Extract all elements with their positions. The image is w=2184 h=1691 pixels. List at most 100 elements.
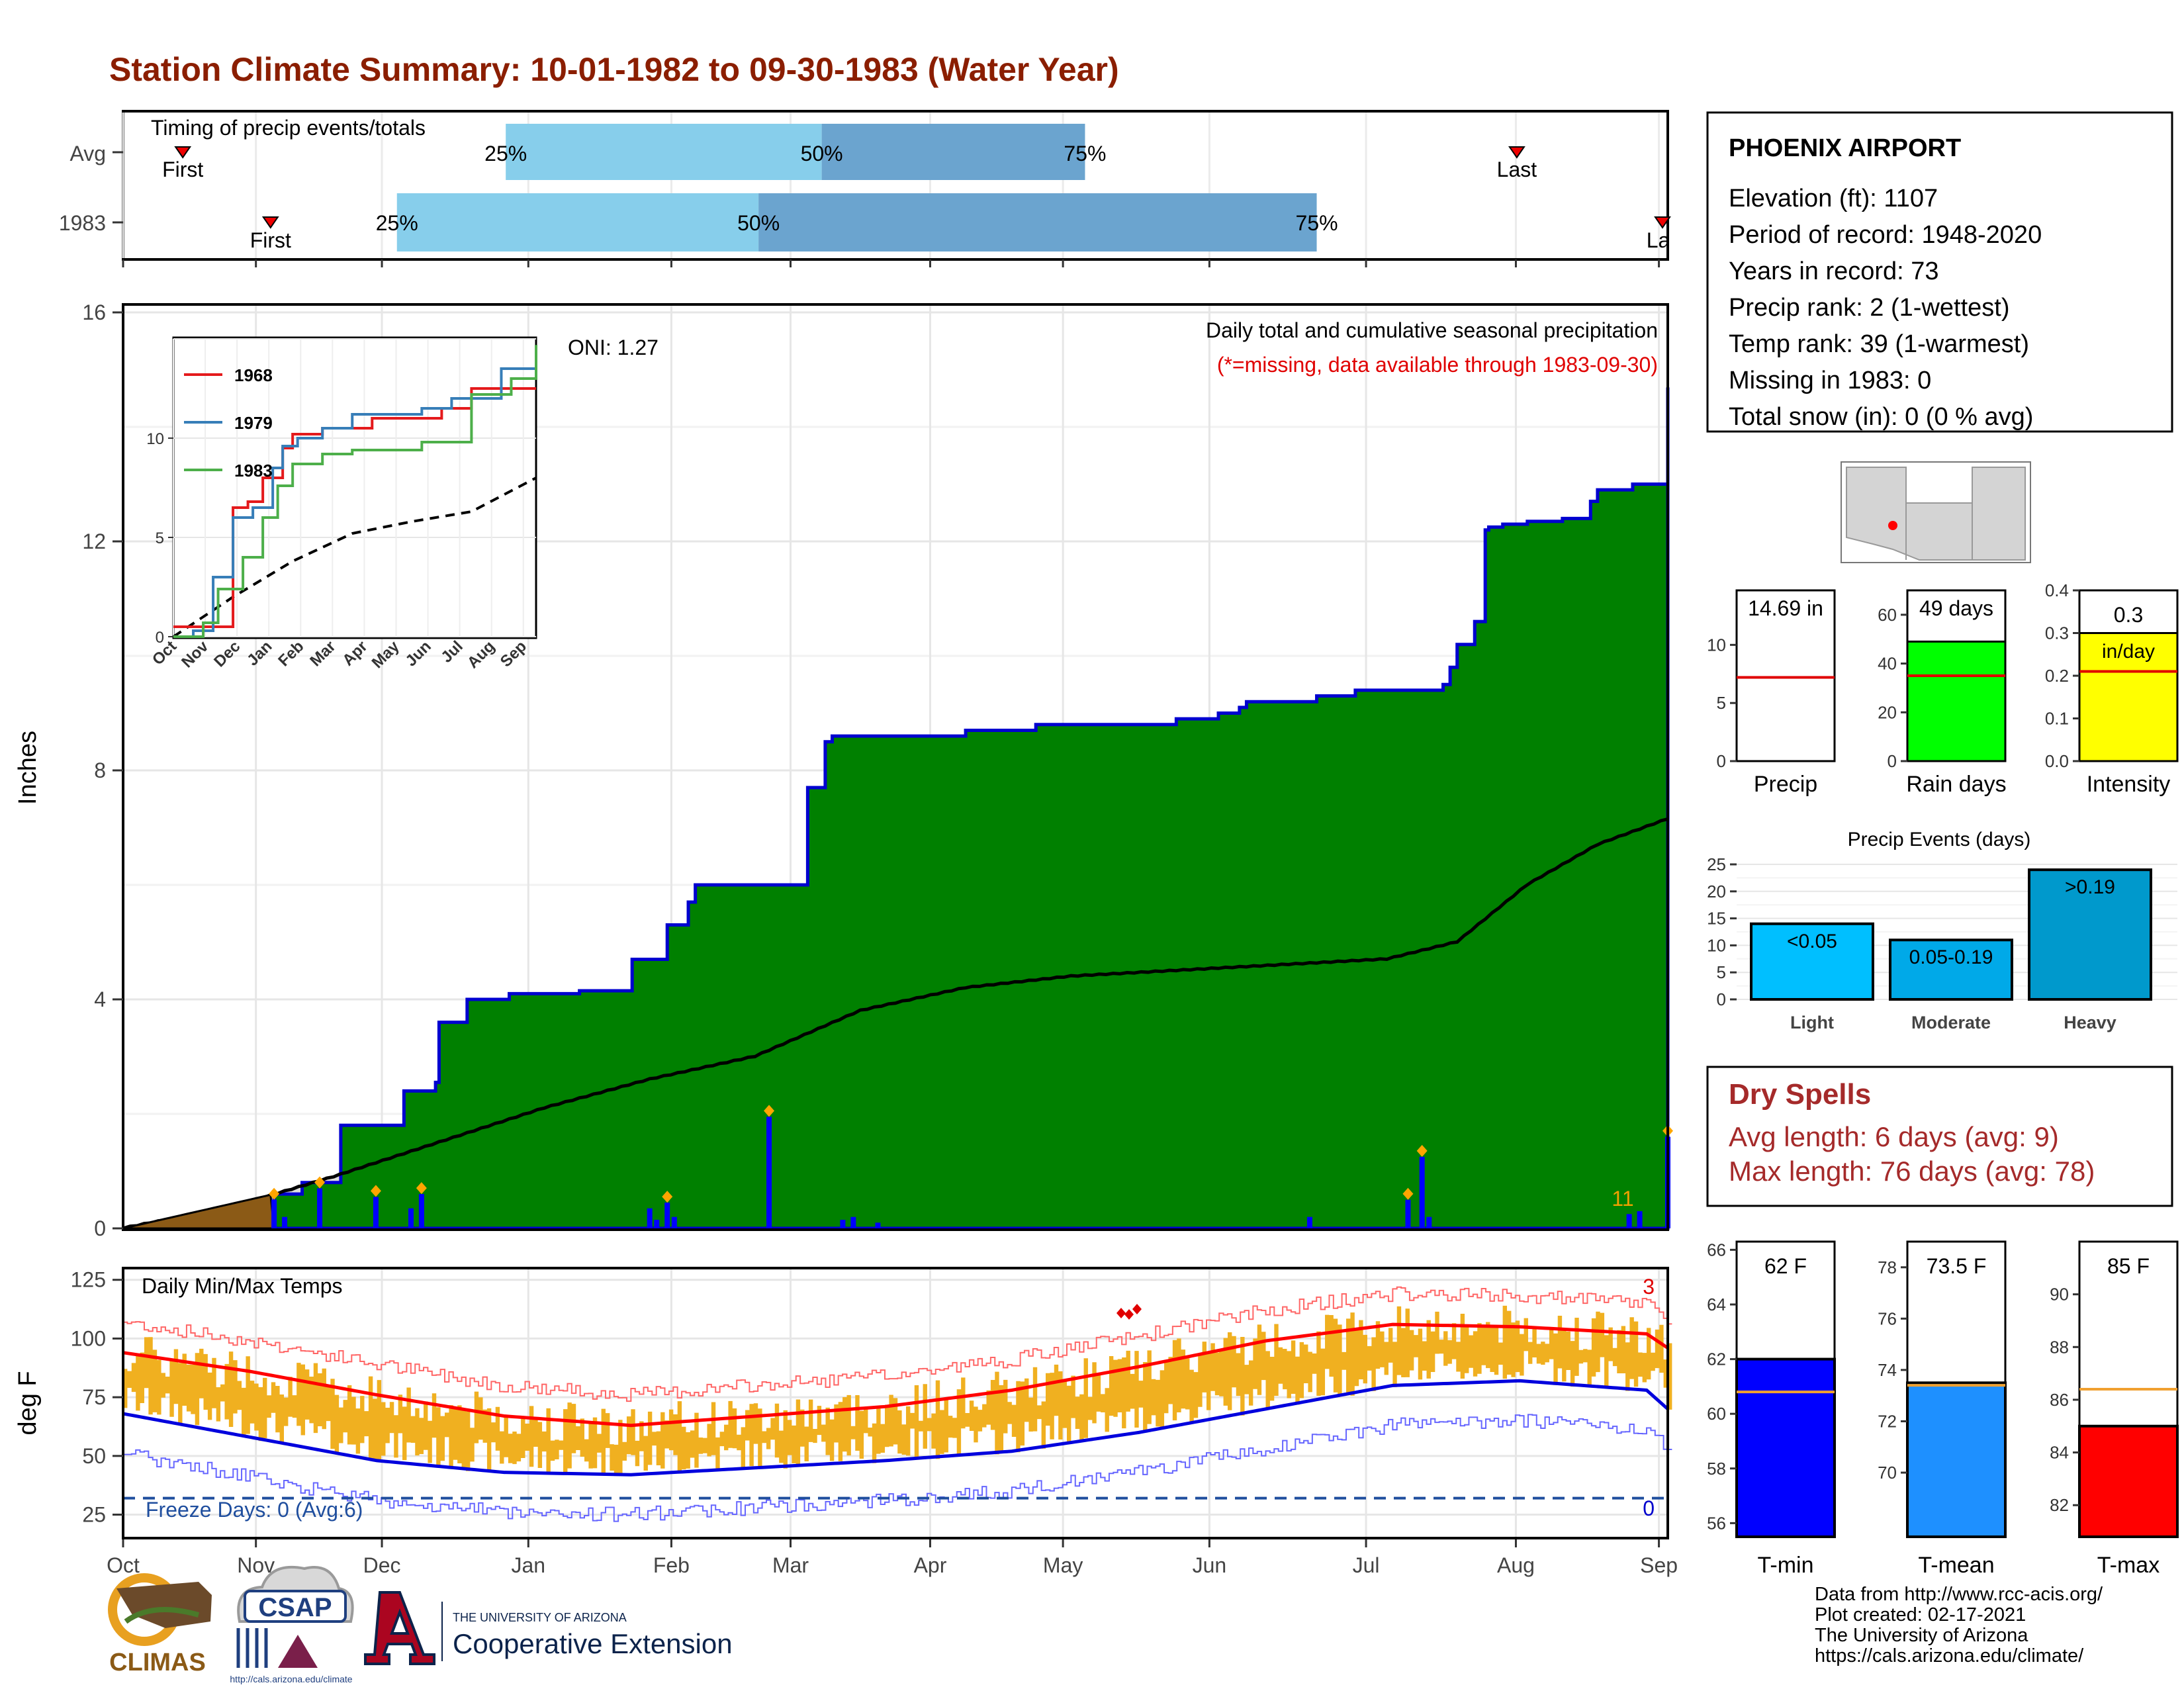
csap-wordmark: CSAP bbox=[258, 1593, 332, 1622]
credits: Data from http://www.rcc-acis.org/ Plot … bbox=[1815, 1584, 2103, 1667]
temp-summary-label: T-max bbox=[2097, 1553, 2160, 1578]
summary-ytick-label: 0 bbox=[1717, 751, 1726, 771]
temp-summary-ytick-label: 70 bbox=[1878, 1463, 1897, 1483]
avg-p25-label: 25% bbox=[484, 142, 527, 165]
timing-row-avg: Avg bbox=[69, 142, 106, 165]
station-name: PHOENIX AIRPORT bbox=[1729, 134, 1961, 162]
month-label: May bbox=[1043, 1553, 1083, 1577]
month-label: Aug bbox=[1497, 1553, 1535, 1577]
events-bars: <0.05 Light 0.05-0.19 Moderate >0.19 Heavy bbox=[1750, 868, 2152, 1032]
year-p50-label: 50% bbox=[737, 211, 780, 235]
summary-precip-ticks: 0 5 10 bbox=[1707, 635, 1737, 771]
avg-last-marker bbox=[1508, 146, 1525, 159]
timing-panel: Timing of precip events/totals Avg 1983 … bbox=[59, 110, 1671, 267]
heavy-event-marker bbox=[370, 1185, 381, 1197]
summary-raindays: 49 days Rain days 0 20 40 60 bbox=[1878, 589, 2007, 797]
max-record-count: 3 bbox=[1643, 1275, 1655, 1299]
timing-row-year: 1983 bbox=[59, 211, 106, 235]
ua-logo: THE UNIVERSITY OF ARIZONA Cooperative Ex… bbox=[364, 1591, 733, 1665]
climas-wordmark: CLIMAS bbox=[109, 1649, 206, 1676]
climas-swoosh-icon bbox=[124, 1607, 200, 1624]
summary-raindays-ticks: 0 20 40 60 bbox=[1878, 605, 1907, 771]
month-label: Sep bbox=[1640, 1553, 1678, 1577]
temp-summary-value: 85 F bbox=[2107, 1254, 2150, 1278]
temp-summary-ytick-label: 84 bbox=[2050, 1443, 2069, 1463]
dry-spells: Dry Spells Avg length: 6 days (avg: 9) M… bbox=[1706, 1066, 2173, 1207]
summary-intensity-label: Intensity bbox=[2087, 772, 2171, 797]
inset-line-1983 bbox=[173, 345, 537, 638]
avg-first-marker bbox=[174, 146, 192, 159]
temp-summary-ytick-label: 76 bbox=[1878, 1308, 1897, 1328]
daily-precip-bar bbox=[840, 1220, 846, 1228]
temp-ytick-label: 100 bbox=[71, 1326, 106, 1350]
month-label: Jan bbox=[512, 1553, 546, 1577]
station-period: Period of record: 1948-2020 bbox=[1729, 221, 2042, 249]
temp-panel-label: Daily Min/Max Temps bbox=[142, 1274, 342, 1298]
year-first-label: First bbox=[250, 228, 291, 252]
dry-spells-avg: Avg length: 6 days (avg: 9) bbox=[1729, 1121, 2059, 1152]
precip-ytick-label: 16 bbox=[82, 300, 106, 324]
daily-temp-range-bars bbox=[123, 1305, 1672, 1477]
precip-events-chart: Precip Events (days) <0.05 Light 0.05-0.19… bbox=[1707, 829, 2177, 1032]
station-frame bbox=[1706, 111, 2173, 433]
temp-summary-bar-t-max bbox=[2078, 1424, 2179, 1538]
daily-precip-bar bbox=[664, 1203, 670, 1228]
avg-p75-label: 75% bbox=[1064, 142, 1106, 165]
temp-ytick-label: 125 bbox=[71, 1268, 106, 1292]
summary-ytick-label: 0.0 bbox=[2045, 751, 2069, 771]
station-info: PHOENIX AIRPORT Elevation (ft): 1107 Per… bbox=[1706, 111, 2173, 433]
daily-precip-bar bbox=[647, 1208, 653, 1228]
events-bar-value: <0.05 bbox=[1787, 931, 1837, 952]
heavy-event-marker bbox=[416, 1182, 427, 1195]
temp-summary-ytick-label: 90 bbox=[2050, 1285, 2069, 1304]
credit-line-2: Plot created: 02-17-2021 bbox=[1815, 1604, 2026, 1625]
avg-first-label: First bbox=[162, 158, 203, 181]
summary-ytick-label: 40 bbox=[1878, 654, 1897, 674]
ua-coop-extension: Cooperative Extension bbox=[453, 1628, 733, 1659]
state-borders bbox=[1905, 467, 1973, 560]
legend-label-1979: 1979 bbox=[234, 413, 273, 433]
record-high-markers bbox=[1116, 1304, 1142, 1320]
precip-ytick-label: 8 bbox=[94, 758, 106, 782]
heavy-event-marker bbox=[1416, 1144, 1428, 1157]
month-label: Nov bbox=[237, 1553, 275, 1577]
station-precip-rank: Precip rank: 2 (1-wettest) bbox=[1729, 294, 2009, 322]
month-label: Apr bbox=[914, 1553, 947, 1577]
temp-summary-bar-t-mean bbox=[1906, 1381, 2007, 1539]
freeze-days-label: Freeze Days: 0 (Avg:6) bbox=[146, 1498, 363, 1522]
month-axis: Oct Nov Dec Jan Feb Mar Apr May Jun Jul Aug Sep bbox=[107, 1539, 1678, 1577]
record-high-marker bbox=[1116, 1308, 1126, 1318]
oni-label: ONI: 1.27 bbox=[568, 336, 659, 359]
station-temp-rank: Temp rank: 39 (1-warmest) bbox=[1729, 330, 2029, 358]
month-label: Jun bbox=[1193, 1553, 1227, 1577]
events-category-label: Moderate bbox=[1911, 1013, 1991, 1032]
year-p75-label: 75% bbox=[1296, 211, 1338, 235]
events-bar-value: >0.19 bbox=[2065, 876, 2115, 898]
temp-y-ticks: 25 50 75 100 125 bbox=[71, 1268, 123, 1527]
heavy-event-marker bbox=[1402, 1187, 1414, 1200]
summary-raindays-bar bbox=[1906, 640, 2007, 762]
events-title: Precip Events (days) bbox=[1848, 829, 2031, 850]
precip-ylabel: Inches bbox=[14, 731, 42, 805]
temp-summary-ytick-label: 56 bbox=[1707, 1513, 1726, 1533]
heavy-event-marker bbox=[314, 1176, 326, 1189]
avg-last-label: Last bbox=[1497, 158, 1537, 181]
min-record-count: 0 bbox=[1643, 1496, 1655, 1520]
temp-ylabel: deg F bbox=[14, 1371, 42, 1435]
daily-precip-bar bbox=[654, 1220, 660, 1228]
timing-label: Timing of precip events/totals bbox=[151, 116, 426, 140]
summary-raindays-label: Rain days bbox=[1906, 772, 2006, 797]
summary-precip-bar bbox=[1735, 589, 1836, 762]
daily-precip-bar bbox=[1405, 1199, 1411, 1228]
legend-label-1983: 1983 bbox=[234, 461, 273, 480]
temp-summary-ytick-label: 72 bbox=[1878, 1411, 1897, 1431]
summary-intensity-unit: in/day bbox=[2102, 641, 2155, 663]
dry-spells-title: Dry Spells bbox=[1729, 1078, 1871, 1111]
summary-ytick-label: 0 bbox=[1888, 751, 1897, 771]
temperature-panel: 25 50 75 100 125 Daily Min/Max Temps Freeze … bbox=[14, 1267, 1678, 1577]
inset-ytick-label: 0 bbox=[156, 629, 164, 647]
month-label: Oct bbox=[107, 1553, 140, 1577]
heavy-event-marker bbox=[269, 1187, 280, 1200]
early-season-area bbox=[122, 1193, 275, 1230]
temp-ytick-label: 25 bbox=[82, 1503, 106, 1527]
